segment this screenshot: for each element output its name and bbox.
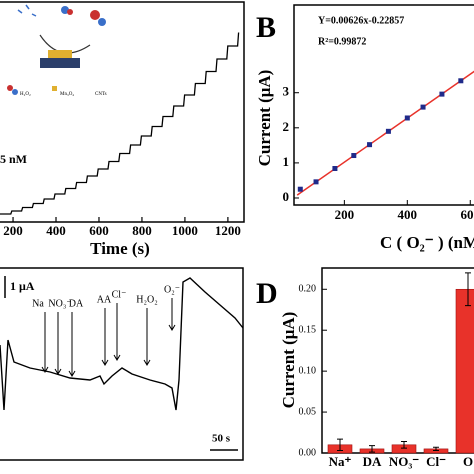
x-tick-label: 1200 <box>215 223 241 238</box>
error-bar <box>401 441 407 449</box>
panel-label: B <box>256 11 276 44</box>
error-bar <box>369 445 375 453</box>
annotation-label: Na <box>32 298 44 309</box>
x-tick-label: NO₃⁻ <box>389 454 419 469</box>
inset-schematic <box>7 4 106 95</box>
y-tick-label: 0.05 <box>299 406 317 417</box>
arrow-head <box>113 354 121 361</box>
x-tick-label: 400 <box>46 223 66 238</box>
annotation-label: AA <box>97 294 112 305</box>
x-tick-label: 600 <box>461 207 474 222</box>
point <box>351 153 357 159</box>
x-axis-label: Time (s) <box>90 239 150 258</box>
y-tick-label: 0.20 <box>299 284 317 295</box>
annotation-label: DA <box>69 298 84 309</box>
point <box>458 78 464 84</box>
equation: Y=0.00626x-0.22857 <box>318 15 404 26</box>
arrow-head <box>143 359 151 366</box>
inset-label: CNTs <box>95 92 107 97</box>
y-axis-label: Current (μA) <box>279 312 298 409</box>
x-tick-label: Na⁺ <box>329 454 352 469</box>
error-bar <box>433 446 439 452</box>
x-tick-label: DA <box>363 454 382 469</box>
error-bar <box>337 438 343 452</box>
annotation-label: NO₃⁻ <box>48 298 71 309</box>
point <box>297 186 303 192</box>
frame-b <box>293 4 474 206</box>
x-tick-label: O <box>463 454 473 469</box>
x-tick-label: Cl⁻ <box>426 454 446 469</box>
y-tick-label: 3 <box>283 84 290 99</box>
frame-a <box>0 1 245 223</box>
arrow-head <box>168 324 176 331</box>
arrow-head <box>68 370 76 377</box>
y-tick-label: 0.00 <box>299 447 317 458</box>
x-tick-label: 600 <box>89 223 109 238</box>
arrow-head <box>54 368 62 375</box>
amperometric-trace <box>0 277 244 411</box>
x-tick-label: 1000 <box>172 223 198 238</box>
annotation-label: Cl⁻ <box>112 289 127 300</box>
point <box>420 104 426 110</box>
point <box>367 142 373 148</box>
point <box>404 115 410 121</box>
annotation-label: H₂O₂ <box>136 294 157 305</box>
inset-label: Mn₃O₄ <box>60 92 74 97</box>
inset-label: H₂O₂ <box>20 92 31 97</box>
point <box>313 179 319 185</box>
annotation: 5 nM <box>0 152 27 166</box>
x-tick-label: 200 <box>335 207 355 222</box>
annotation-label: O₂⁻ <box>164 284 180 295</box>
x-axis-label: C ( O₂⁻ ) (nM <box>380 233 474 252</box>
scale-label-x: 50 s <box>212 433 231 445</box>
scale-label-y: 1 μA <box>10 279 35 293</box>
y-axis-label: Current (μA) <box>255 70 274 167</box>
y-tick-label: 2 <box>283 119 290 134</box>
error-bar <box>465 272 471 307</box>
point <box>332 166 338 172</box>
arrow-head <box>41 366 49 373</box>
y-tick-label: 0.10 <box>299 365 317 376</box>
r-squared: R²=0.99872 <box>318 36 366 47</box>
x-tick-label: 800 <box>132 223 152 238</box>
y-tick-label: 1 <box>283 154 290 169</box>
point <box>439 91 445 97</box>
panel-label: D <box>256 277 278 310</box>
point <box>385 128 391 134</box>
frame-c <box>0 267 244 461</box>
y-tick-label: 0.15 <box>299 325 317 336</box>
x-tick-label: 200 <box>3 223 23 238</box>
x-tick-label: 400 <box>398 207 418 222</box>
arrow-head <box>101 359 109 366</box>
bar <box>455 288 474 454</box>
y-tick-label: 0 <box>283 189 290 204</box>
current-trace <box>0 32 240 215</box>
